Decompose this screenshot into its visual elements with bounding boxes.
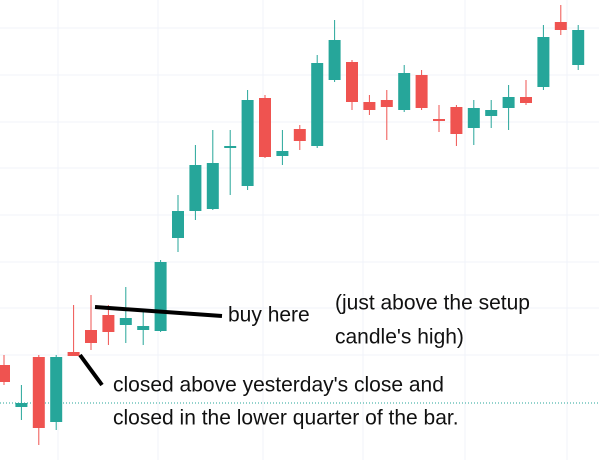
candle-body [154, 262, 167, 331]
candle-body [520, 97, 532, 103]
candle-body [363, 102, 376, 110]
candle-body [32, 357, 45, 428]
candle-body [189, 165, 202, 211]
candle-body [137, 326, 150, 330]
candle-body [450, 107, 463, 134]
annotation: closed in the lower quarter of the bar. [113, 407, 459, 430]
candle-body [346, 62, 358, 102]
candle-body [572, 30, 585, 65]
candle-body [15, 403, 28, 407]
candle-body [67, 352, 80, 356]
candle-body [380, 100, 393, 107]
candle-body [467, 108, 480, 128]
annotation: buy here [228, 304, 310, 327]
candle-body [554, 22, 567, 30]
candle-body [0, 365, 10, 382]
candle-body [328, 40, 341, 80]
candle-body [537, 37, 550, 87]
candle-body [415, 75, 428, 108]
candle-body [119, 318, 132, 325]
candle-body [433, 119, 445, 121]
candle-body [102, 315, 115, 332]
candle-body [276, 151, 289, 156]
candle-body [50, 357, 63, 422]
annotation: (just above the setup [335, 292, 530, 315]
pointer-line [78, 353, 104, 387]
candle-body [485, 110, 498, 116]
candle-body [293, 129, 306, 141]
candle-body [224, 146, 237, 148]
annotation: candle's high) [335, 326, 464, 349]
pointer-line [94, 305, 223, 318]
candle-body [259, 98, 271, 157]
annotation: closed above yesterday's close and [113, 374, 444, 397]
candle-body [172, 211, 184, 238]
candles [0, 5, 585, 445]
candle-body [241, 100, 254, 186]
candle-body [206, 163, 219, 209]
candle-body [398, 73, 411, 110]
candle-body [502, 97, 515, 108]
candle-body [311, 63, 324, 146]
candle-body [85, 330, 97, 343]
